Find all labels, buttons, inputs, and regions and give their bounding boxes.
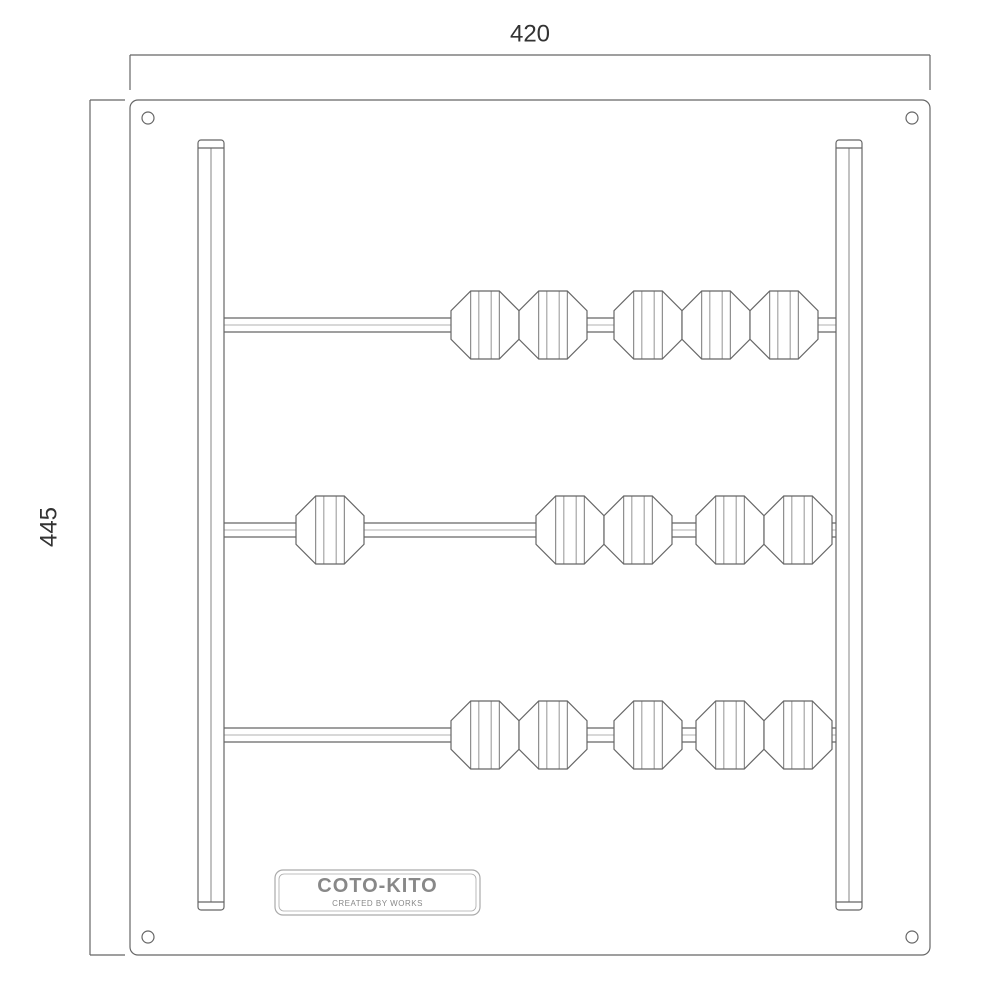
mounting-hole <box>906 931 918 943</box>
bead <box>451 701 519 769</box>
bead <box>696 701 764 769</box>
bead <box>296 496 364 564</box>
bead <box>682 291 750 359</box>
bead <box>764 701 832 769</box>
bead <box>536 496 604 564</box>
bead <box>451 291 519 359</box>
mounting-hole <box>142 931 154 943</box>
bead <box>614 291 682 359</box>
technical-drawing: 420 445 COTO-KITO CREATED BY WORKS <box>0 0 1000 1000</box>
dim-width-label: 420 <box>510 20 550 47</box>
brand-tagline: CREATED BY WORKS <box>332 899 423 908</box>
bead <box>604 496 672 564</box>
brand-name: COTO-KITO <box>317 875 437 897</box>
bead <box>696 496 764 564</box>
bead <box>519 701 587 769</box>
bead <box>764 496 832 564</box>
bead <box>750 291 818 359</box>
mounting-hole <box>906 112 918 124</box>
bead <box>519 291 587 359</box>
dim-height-label: 445 <box>35 507 62 547</box>
bead <box>614 701 682 769</box>
mounting-hole <box>142 112 154 124</box>
